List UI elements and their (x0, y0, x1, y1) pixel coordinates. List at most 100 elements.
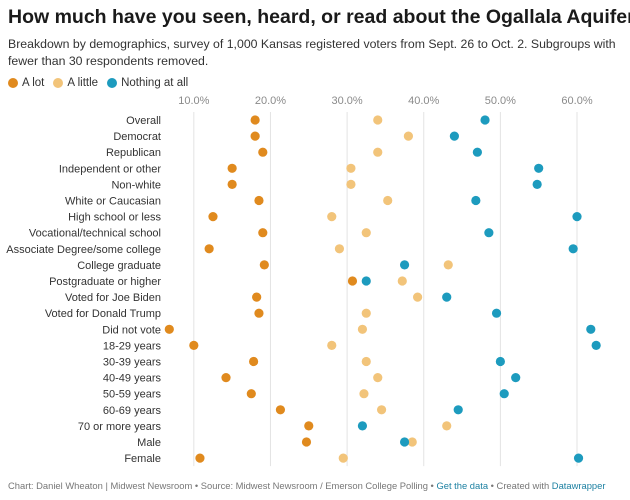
legend-swatch-a-lot (8, 78, 18, 88)
chart-subtitle: Breakdown by demographics, survey of 1,0… (8, 37, 616, 68)
dot-nothing-at-all-vocational-technical-school (484, 228, 494, 238)
row-label-70-or-more-years: 70 or more years (78, 421, 162, 433)
dot-a-lot-30-39-years (249, 356, 259, 367)
dot-a-lot-postgraduate-or-higher (347, 276, 358, 286)
dot-a-lot-voted-for-donald-trump (254, 308, 264, 318)
x-tick-label-60-0: 60.0% (561, 95, 592, 107)
dot-nothing-at-all-did-not-vote (586, 324, 596, 334)
dot-a-lot-did-not-vote (164, 324, 174, 334)
row-label-female: Female (124, 453, 161, 465)
dot-a-little-male (407, 437, 417, 447)
dot-a-little-non-white (346, 179, 356, 189)
dot-a-little-voted-for-joe-biden (413, 292, 423, 302)
row-label-50-59-years: 50-59 years (103, 389, 162, 401)
legend-label-a-lot: A lot (22, 77, 45, 89)
dot-a-lot-60-69-years (275, 405, 286, 415)
dot-nothing-at-all-republican (472, 147, 482, 157)
row-label-did-not-vote: Did not vote (102, 324, 161, 336)
row-label-republican: Republican (106, 147, 161, 159)
row-label-18-29-years: 18-29 years (103, 340, 162, 352)
dot-a-little-postgraduate-or-higher (397, 276, 407, 286)
dot-nothing-at-all-18-29-years (591, 340, 601, 350)
dot-a-little-female (338, 453, 348, 463)
dot-a-lot-independent-or-other (227, 163, 237, 173)
row-label-30-39-years: 30-39 years (103, 357, 162, 369)
get-the-data-link[interactable]: Get the data (436, 480, 489, 491)
dot-a-little-voted-for-donald-trump (361, 308, 371, 318)
footer-created-with: • Created with (490, 480, 550, 491)
dot-nothing-at-all-high-school-or-less (572, 212, 582, 222)
dot-a-little-democrat (403, 131, 414, 141)
row-label-male: Male (137, 437, 161, 449)
dot-nothing-at-all-male (399, 437, 410, 447)
dot-a-lot-female (195, 453, 205, 463)
dot-a-little-40-49-years (373, 373, 383, 383)
dot-nothing-at-all-independent-or-other (534, 163, 544, 173)
dot-a-little-white-or-caucasian (383, 195, 393, 206)
x-tick-label-10-0: 10.0% (178, 95, 209, 107)
row-label-democrat: Democrat (113, 131, 161, 143)
legend-item-a-little: A little (53, 77, 98, 89)
dot-a-little-republican (373, 147, 383, 157)
dot-a-little-college-graduate (443, 260, 453, 270)
dot-a-lot-40-49-years (221, 373, 231, 383)
row-label-voted-for-donald-trump: Voted for Donald Trump (45, 308, 161, 320)
row-label-non-white: Non-white (111, 179, 161, 191)
dot-a-little-18-29-years (327, 340, 337, 350)
dot-nothing-at-all-overall (480, 115, 490, 125)
legend-label-a-little: A little (67, 77, 99, 89)
legend: A lot A little Nothing at all (8, 75, 197, 91)
dot-nothing-at-all-60-69-years (453, 405, 463, 415)
legend-swatch-a-little (53, 78, 64, 88)
dot-a-lot-associate-degree-some-college (204, 244, 214, 254)
dot-a-little-associate-degree-some-college (334, 244, 345, 254)
datawrapper-link[interactable]: Datawrapper (551, 480, 606, 491)
dot-a-lot-republican (258, 147, 268, 157)
dot-nothing-at-all-female (573, 453, 584, 463)
row-label-high-school-or-less: High school or less (68, 212, 161, 224)
row-label-voted-for-joe-biden: Voted for Joe Biden (65, 292, 161, 304)
dot-a-little-70-or-more-years (442, 421, 452, 431)
dot-a-lot-white-or-caucasian (254, 195, 264, 206)
dot-nothing-at-all-non-white (532, 179, 542, 189)
row-label-postgraduate-or-higher: Postgraduate or higher (49, 276, 161, 288)
row-label-college-graduate: College graduate (77, 260, 161, 272)
x-tick-label-30-0: 30.0% (331, 95, 362, 107)
x-tick-label-20-0: 20.0% (255, 95, 286, 107)
dot-nothing-at-all-democrat (449, 131, 459, 141)
row-label-associate-degree-some-college: Associate Degree/some college (6, 244, 161, 256)
row-label-60-69-years: 60-69 years (103, 405, 162, 417)
legend-item-a-lot: A lot (8, 77, 44, 89)
dot-nothing-at-all-voted-for-joe-biden (442, 292, 452, 302)
dot-a-lot-50-59-years (246, 389, 256, 399)
dot-a-lot-voted-for-joe-biden (252, 292, 262, 302)
dot-plot-chart: 10.0% 20.0% 30.0% 40.0% 50.0% 60.0% Overall Dem… (6, 95, 601, 467)
legend-swatch-nothing-at-all (107, 78, 118, 88)
dot-nothing-at-all-70-or-more-years (357, 421, 368, 431)
dot-a-little-30-39-years (361, 356, 371, 367)
dot-a-little-overall (373, 115, 383, 125)
dot-a-lot-vocational-technical-school (258, 228, 268, 238)
dot-a-little-60-69-years (376, 405, 387, 415)
dot-a-little-did-not-vote (357, 324, 368, 334)
dot-a-little-vocational-technical-school (361, 228, 371, 238)
row-label-vocational-technical-school: Vocational/technical school (29, 228, 161, 240)
dot-a-lot-college-graduate (259, 260, 269, 270)
legend-item-nothing-at-all: Nothing at all (107, 77, 188, 89)
dot-a-lot-70-or-more-years (304, 421, 314, 431)
chart-footer: Chart: Daniel Wheaton | Midwest Newsroom… (8, 480, 626, 491)
row-label-40-49-years: 40-49 years (103, 373, 162, 385)
dot-a-lot-overall (250, 115, 260, 125)
dot-nothing-at-all-50-59-years (499, 389, 509, 399)
dot-nothing-at-all-30-39-years (495, 356, 505, 367)
dot-nothing-at-all-40-49-years (511, 373, 521, 383)
row-label-independent-or-other: Independent or other (59, 163, 161, 175)
x-tick-label-50-0: 50.0% (485, 95, 516, 107)
dot-nothing-at-all-voted-for-donald-trump (491, 308, 502, 318)
dot-a-lot-18-29-years (189, 340, 199, 350)
x-tick-label-40-0: 40.0% (408, 95, 439, 107)
dot-a-lot-non-white (227, 179, 237, 189)
dot-nothing-at-all-white-or-caucasian (471, 195, 481, 206)
dot-nothing-at-all-associate-degree-some-college (568, 244, 578, 254)
dot-a-little-50-59-years (359, 389, 369, 399)
